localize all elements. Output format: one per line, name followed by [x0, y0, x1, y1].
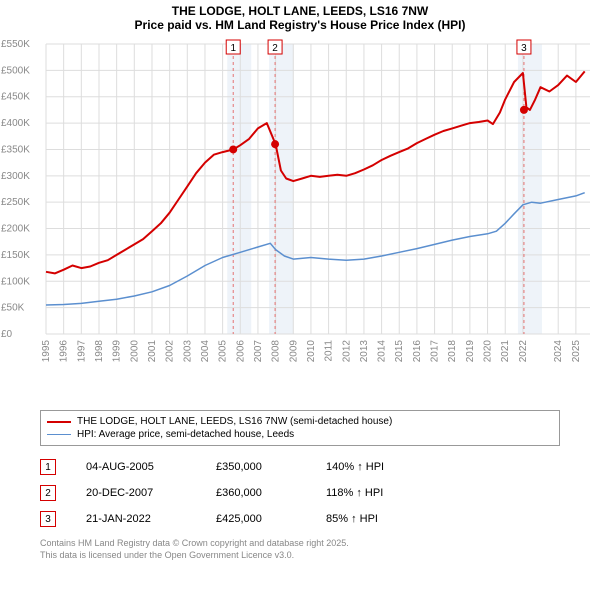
svg-text:2002: 2002: [165, 340, 176, 363]
footer-line-1: Contains HM Land Registry data © Crown c…: [40, 538, 560, 550]
svg-text:1997: 1997: [76, 340, 87, 363]
svg-text:1995: 1995: [41, 340, 52, 363]
sale-row: 1 04-AUG-2005 £350,000 140% ↑ HPI: [40, 454, 560, 480]
svg-text:2015: 2015: [394, 340, 405, 363]
legend: THE LODGE, HOLT LANE, LEEDS, LS16 7NW (s…: [40, 410, 560, 446]
sale-date: 04-AUG-2005: [86, 461, 186, 473]
chart-svg: £0 £50K £100K £150K £200K £250K £300K £350K £400…: [0, 34, 600, 404]
sale-marker: 2: [40, 485, 56, 501]
svg-text:2006: 2006: [235, 340, 246, 363]
sale-price: £350,000: [216, 461, 296, 473]
footer-attribution: Contains HM Land Registry data © Crown c…: [40, 538, 560, 561]
sale-price: £425,000: [216, 513, 296, 525]
sale-pct: 140% ↑ HPI: [326, 461, 426, 473]
svg-text:2019: 2019: [465, 340, 476, 363]
sale-date: 20-DEC-2007: [86, 487, 186, 499]
chart-title-area: THE LODGE, HOLT LANE, LEEDS, LS16 7NW Pr…: [0, 0, 600, 34]
svg-text:2000: 2000: [129, 340, 140, 363]
legend-label: THE LODGE, HOLT LANE, LEEDS, LS16 7NW (s…: [77, 416, 392, 427]
svg-text:£350K: £350K: [1, 144, 30, 155]
sale-price: £360,000: [216, 487, 296, 499]
legend-swatch: [47, 421, 71, 423]
svg-text:2001: 2001: [147, 340, 158, 363]
svg-text:2012: 2012: [341, 340, 352, 363]
sale-marker: 3: [40, 511, 56, 527]
sale-pct: 118% ↑ HPI: [326, 487, 426, 499]
svg-text:2017: 2017: [430, 340, 441, 363]
svg-text:2003: 2003: [182, 340, 193, 363]
svg-text:2008: 2008: [271, 340, 282, 363]
svg-text:£450K: £450K: [1, 92, 30, 103]
svg-text:2024: 2024: [553, 340, 564, 363]
footer-line-2: This data is licensed under the Open Gov…: [40, 550, 560, 562]
svg-text:2016: 2016: [412, 340, 423, 363]
title-line-2: Price paid vs. HM Land Registry's House …: [0, 18, 600, 32]
svg-text:2005: 2005: [218, 340, 229, 363]
svg-text:1996: 1996: [59, 340, 70, 363]
sale-pct: 85% ↑ HPI: [326, 513, 426, 525]
svg-text:£550K: £550K: [1, 39, 30, 50]
svg-text:£0: £0: [1, 329, 13, 340]
svg-text:2009: 2009: [288, 340, 299, 363]
svg-text:£500K: £500K: [1, 65, 30, 76]
svg-text:1999: 1999: [112, 340, 123, 363]
legend-row: THE LODGE, HOLT LANE, LEEDS, LS16 7NW (s…: [47, 415, 553, 428]
legend-label: HPI: Average price, semi-detached house,…: [77, 429, 294, 440]
svg-text:2013: 2013: [359, 340, 370, 363]
svg-text:£200K: £200K: [1, 224, 30, 235]
svg-text:1: 1: [230, 43, 236, 54]
svg-text:2025: 2025: [571, 340, 582, 363]
svg-text:£400K: £400K: [1, 118, 30, 129]
svg-text:1998: 1998: [94, 340, 105, 363]
svg-text:£100K: £100K: [1, 276, 30, 287]
svg-text:£300K: £300K: [1, 171, 30, 182]
sale-date: 21-JAN-2022: [86, 513, 186, 525]
sale-row: 3 21-JAN-2022 £425,000 85% ↑ HPI: [40, 506, 560, 532]
svg-text:£150K: £150K: [1, 250, 30, 261]
svg-text:3: 3: [521, 43, 527, 54]
page-container: THE LODGE, HOLT LANE, LEEDS, LS16 7NW Pr…: [0, 0, 600, 561]
title-line-1: THE LODGE, HOLT LANE, LEEDS, LS16 7NW: [0, 4, 600, 18]
svg-text:2004: 2004: [200, 340, 211, 363]
svg-text:£250K: £250K: [1, 197, 30, 208]
svg-text:2007: 2007: [253, 340, 264, 363]
svg-text:2010: 2010: [306, 340, 317, 363]
chart: £0 £50K £100K £150K £200K £250K £300K £350K £400…: [0, 34, 600, 404]
svg-text:2018: 2018: [447, 340, 458, 363]
sale-marker: 1: [40, 459, 56, 475]
sales-list: 1 04-AUG-2005 £350,000 140% ↑ HPI 2 20-DEC-20…: [40, 454, 560, 532]
legend-swatch: [47, 434, 71, 435]
svg-text:£50K: £50K: [1, 303, 25, 314]
svg-text:2021: 2021: [500, 340, 511, 363]
svg-text:2011: 2011: [324, 340, 335, 362]
sale-row: 2 20-DEC-2007 £360,000 118% ↑ HPI: [40, 480, 560, 506]
svg-text:2022: 2022: [518, 340, 529, 363]
svg-text:2: 2: [272, 43, 278, 54]
svg-text:2014: 2014: [377, 340, 388, 363]
svg-text:2020: 2020: [483, 340, 494, 363]
legend-row: HPI: Average price, semi-detached house,…: [47, 428, 553, 441]
